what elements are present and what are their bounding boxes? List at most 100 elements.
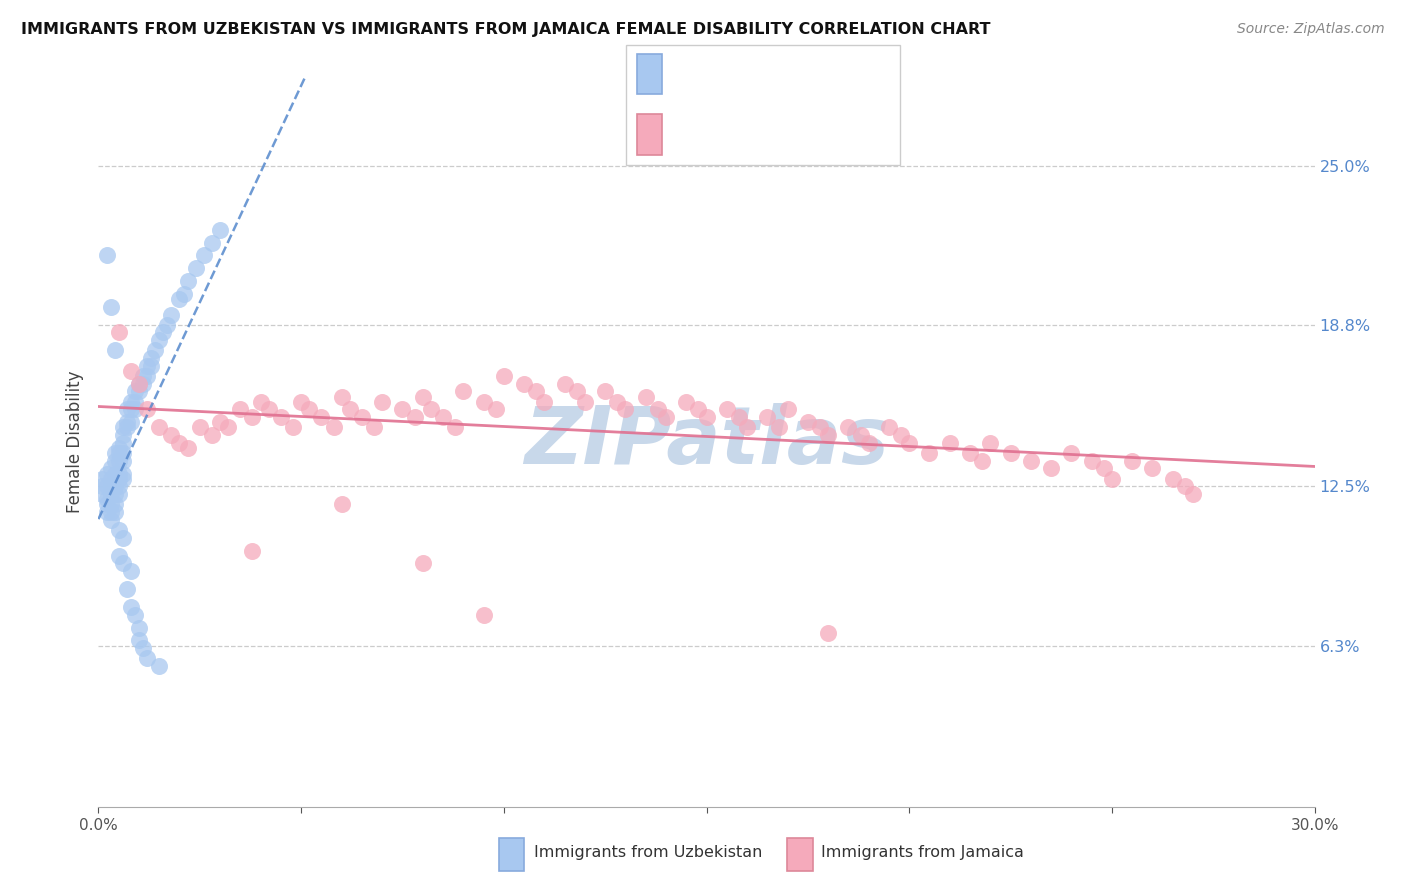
Point [152,326,174,340]
Point [96,479,118,493]
Point [128,621,150,635]
Point [533,394,555,409]
Point [111,435,134,450]
Point [128,633,150,648]
Point [939,435,962,450]
Point [124,607,146,622]
Point [716,402,738,417]
Point [156,318,179,332]
Point [139,359,162,373]
Point [111,428,134,442]
Point [148,420,170,434]
Point [100,479,122,493]
Point [120,402,142,417]
Point [634,390,657,404]
Point [404,410,426,425]
Point [120,415,142,429]
Point [898,435,921,450]
Point [111,472,134,486]
Point [91,479,114,493]
Text: N =: N = [782,66,818,81]
Point [918,446,941,460]
Point [111,531,134,545]
Point [104,343,127,358]
Point [120,364,142,378]
Point [176,441,198,455]
Point [606,394,628,409]
Point [209,223,232,237]
Point [371,394,394,409]
Text: R =: R = [672,127,707,142]
Point [485,402,508,417]
Point [104,446,127,460]
Text: 82: 82 [824,66,846,81]
Point [391,402,413,417]
Point [412,390,434,404]
Point [107,446,129,460]
Point [972,454,994,468]
Point [817,428,839,442]
Point [128,384,150,399]
Point [281,420,304,434]
Point [100,513,122,527]
Point [96,505,118,519]
Point [115,582,138,596]
Point [104,472,127,486]
Point [107,472,129,486]
Point [444,420,467,434]
Point [1040,461,1063,475]
Point [877,420,900,434]
Point [849,428,872,442]
Point [160,308,183,322]
Point [176,274,198,288]
Point [1019,454,1042,468]
Point [111,454,134,468]
Text: Source: ZipAtlas.com: Source: ZipAtlas.com [1237,22,1385,37]
Point [115,415,138,429]
Point [1092,461,1115,475]
Point [100,487,122,501]
Point [128,376,150,391]
Point [217,420,239,434]
Point [115,420,138,434]
Point [350,410,373,425]
Point [311,410,333,425]
Point [492,369,515,384]
Text: N =: N = [782,127,818,142]
Point [1101,472,1123,486]
Point [858,435,880,450]
Point [209,415,232,429]
Point [1161,472,1184,486]
Point [472,607,495,622]
Point [655,410,678,425]
Point [96,492,118,507]
Point [193,248,215,262]
Point [124,384,146,399]
Point [242,410,264,425]
Point [136,369,159,384]
Point [100,472,122,486]
Point [107,479,129,493]
Point [776,402,799,417]
Point [160,428,183,442]
Point [107,549,129,563]
Point [419,402,441,417]
Point [1000,446,1022,460]
Point [808,420,831,434]
Point [111,420,134,434]
Point [1174,479,1197,493]
Point [143,343,166,358]
Point [115,402,138,417]
Text: Immigrants from Uzbekistan: Immigrants from Uzbekistan [534,846,762,860]
Point [229,402,252,417]
Point [104,479,127,493]
Point [513,376,536,391]
Point [1142,461,1164,475]
Point [107,487,129,501]
Point [647,402,669,417]
Point [169,435,191,450]
Point [120,394,142,409]
Point [249,394,271,409]
Point [574,394,596,409]
Point [432,410,454,425]
